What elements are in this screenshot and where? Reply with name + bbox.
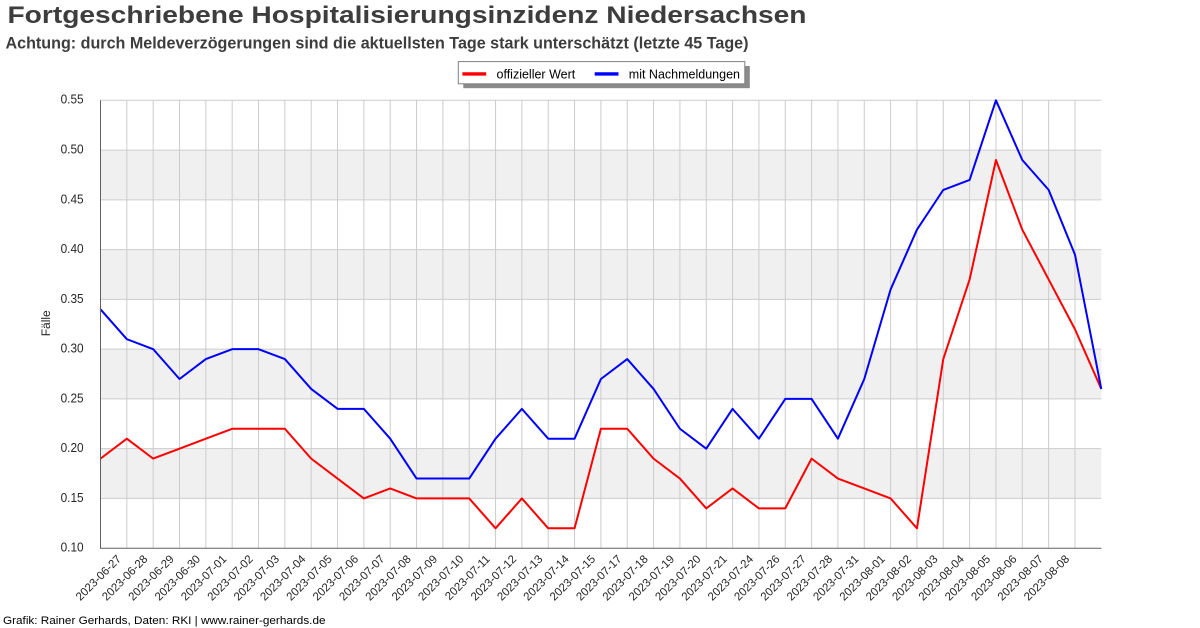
svg-text:0.45: 0.45: [61, 191, 84, 206]
svg-text:Fortgeschriebene Hospitalisier: Fortgeschriebene Hospitalisierungsinzide…: [8, 2, 807, 29]
svg-text:0.35: 0.35: [61, 291, 84, 306]
svg-text:0.30: 0.30: [61, 341, 84, 356]
svg-text:Grafik: Rainer Gerhards, Daten: Grafik: Rainer Gerhards, Daten: RKI | ww…: [3, 615, 326, 627]
svg-text:0.10: 0.10: [61, 540, 84, 555]
svg-text:0.50: 0.50: [61, 142, 84, 157]
svg-text:mit Nachmeldungen: mit Nachmeldungen: [629, 67, 740, 81]
svg-text:0.55: 0.55: [61, 92, 84, 107]
svg-text:Achtung: durch Meldeverzögerun: Achtung: durch Meldeverzögerungen sind d…: [6, 34, 749, 53]
svg-text:Fälle: Fälle: [39, 310, 53, 336]
svg-text:0.15: 0.15: [61, 490, 84, 505]
svg-text:offizieller Wert: offizieller Wert: [497, 67, 576, 81]
svg-text:0.40: 0.40: [61, 241, 84, 256]
svg-text:0.20: 0.20: [61, 440, 84, 455]
svg-text:0.25: 0.25: [61, 390, 84, 405]
